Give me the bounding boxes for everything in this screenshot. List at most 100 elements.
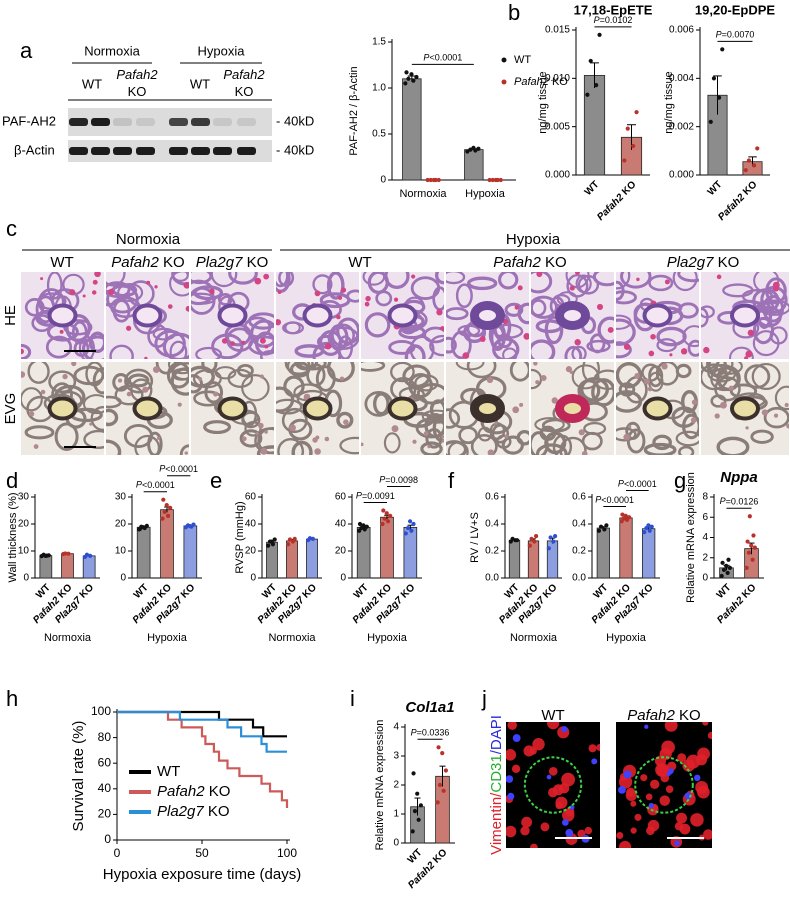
- blot-lane-label: WT: [82, 76, 102, 91]
- data-point: [588, 58, 593, 64]
- vessel: [470, 301, 505, 330]
- cell: [691, 399, 698, 405]
- alveolus: [531, 272, 553, 294]
- alveolus: [429, 334, 444, 357]
- alveolus: [282, 321, 305, 335]
- alveolus: [45, 335, 73, 359]
- y-tick-label: 60: [98, 755, 112, 769]
- nucleus: [618, 785, 626, 794]
- alveolus: [24, 298, 45, 317]
- histology-stain: HE: [2, 305, 19, 326]
- y-tick-label: 0.000: [545, 170, 570, 181]
- vimentin-cell: [507, 722, 517, 730]
- alveolus: [677, 302, 699, 319]
- blot-protein-label: PAF-AH2: [2, 113, 56, 128]
- blot-band: [69, 118, 88, 126]
- vimentin-cell: [640, 774, 648, 782]
- data-point: [585, 92, 590, 97]
- alveolus: [106, 439, 122, 455]
- alveolus: [193, 285, 224, 301]
- y-tick-label: 0.004: [669, 73, 694, 84]
- data-point: [416, 817, 421, 822]
- if-genotype: Pafah2 KO: [627, 707, 700, 724]
- cell: [343, 419, 349, 425]
- bar: [508, 539, 521, 579]
- y-tick-label: 20: [18, 519, 30, 530]
- blot-band: [191, 147, 210, 155]
- bar: [306, 538, 318, 579]
- vessel: [387, 303, 418, 328]
- alveolus: [154, 329, 186, 358]
- alveolus: [421, 409, 444, 424]
- alveolus: [336, 317, 359, 345]
- panel-letter: a: [20, 38, 33, 63]
- data-point: [407, 519, 413, 524]
- alveolus: [336, 411, 354, 429]
- cell: [264, 344, 269, 349]
- histology-image: [701, 362, 789, 455]
- y-axis-label: ng/mg tissue: [663, 71, 675, 133]
- alveolus: [73, 365, 104, 386]
- data-point: [286, 542, 291, 547]
- chart-title: 19,20-EpDPE: [695, 2, 776, 17]
- data-point: [428, 177, 433, 183]
- x-axis-label: Normoxia: [510, 632, 558, 644]
- nucleus: [561, 819, 569, 826]
- cell: [745, 350, 753, 358]
- alveolus: [616, 290, 637, 305]
- cell: [144, 356, 148, 359]
- alveolus: [425, 427, 443, 449]
- alveolus: [577, 275, 600, 295]
- x-axis-label: Hypoxia: [606, 632, 647, 644]
- y-tick-label: 10: [115, 546, 127, 557]
- data-point: [625, 126, 630, 131]
- vimentin-cell: [521, 816, 533, 828]
- cell: [277, 290, 282, 295]
- data-point: [137, 526, 143, 531]
- cd31-ring: [523, 756, 583, 814]
- vimentin-cell: [682, 759, 695, 772]
- p-value: P<0.0001: [423, 53, 462, 63]
- blot-lane-label: WT: [190, 76, 210, 91]
- y-axis-label: ng/mg tissue: [537, 71, 549, 133]
- bar: [39, 555, 53, 579]
- y-tick-label: 0.5: [372, 129, 386, 140]
- vimentin-cell: [702, 829, 712, 840]
- cell: [423, 431, 429, 436]
- data-point: [752, 545, 758, 550]
- vessel: [302, 396, 333, 421]
- alveolus: [616, 390, 643, 413]
- y-tick-label: 0.002: [669, 121, 694, 132]
- vimentin-cell: [511, 764, 521, 773]
- histology-image: [191, 272, 274, 359]
- data-point: [161, 497, 166, 502]
- legend-label: Pafah2 KO: [514, 76, 568, 88]
- alveolus: [226, 327, 254, 352]
- y-tick-label: 0.4: [485, 519, 499, 530]
- alveolus: [446, 440, 468, 455]
- bar: [380, 516, 394, 579]
- alveolus: [701, 362, 720, 373]
- cell: [669, 353, 673, 357]
- p-value: P=0.0098: [379, 475, 418, 485]
- cell: [241, 340, 246, 345]
- vessel: [730, 396, 760, 421]
- cell: [167, 304, 173, 309]
- vimentin-cell: [697, 785, 710, 799]
- cell: [314, 290, 321, 297]
- vimentin-cell: [702, 722, 709, 726]
- y-tick-label: 0.6: [485, 492, 499, 503]
- alveolus: [82, 394, 104, 415]
- alveolus: [492, 337, 520, 359]
- panel-letter: j: [481, 686, 487, 711]
- blot-band: [169, 147, 188, 155]
- p-value: P=0.0102: [594, 15, 633, 25]
- data-point: [388, 513, 393, 519]
- blot-lane-label: Pafah2 KO: [116, 67, 158, 99]
- if-genotype: WT: [541, 707, 564, 724]
- histology-image: [106, 272, 189, 359]
- cell: [436, 309, 443, 316]
- alveolus: [408, 373, 434, 399]
- vimentin-cell: [562, 809, 575, 822]
